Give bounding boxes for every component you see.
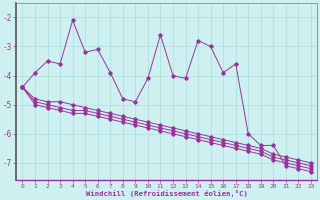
X-axis label: Windchill (Refroidissement éolien,°C): Windchill (Refroidissement éolien,°C) bbox=[86, 190, 248, 197]
